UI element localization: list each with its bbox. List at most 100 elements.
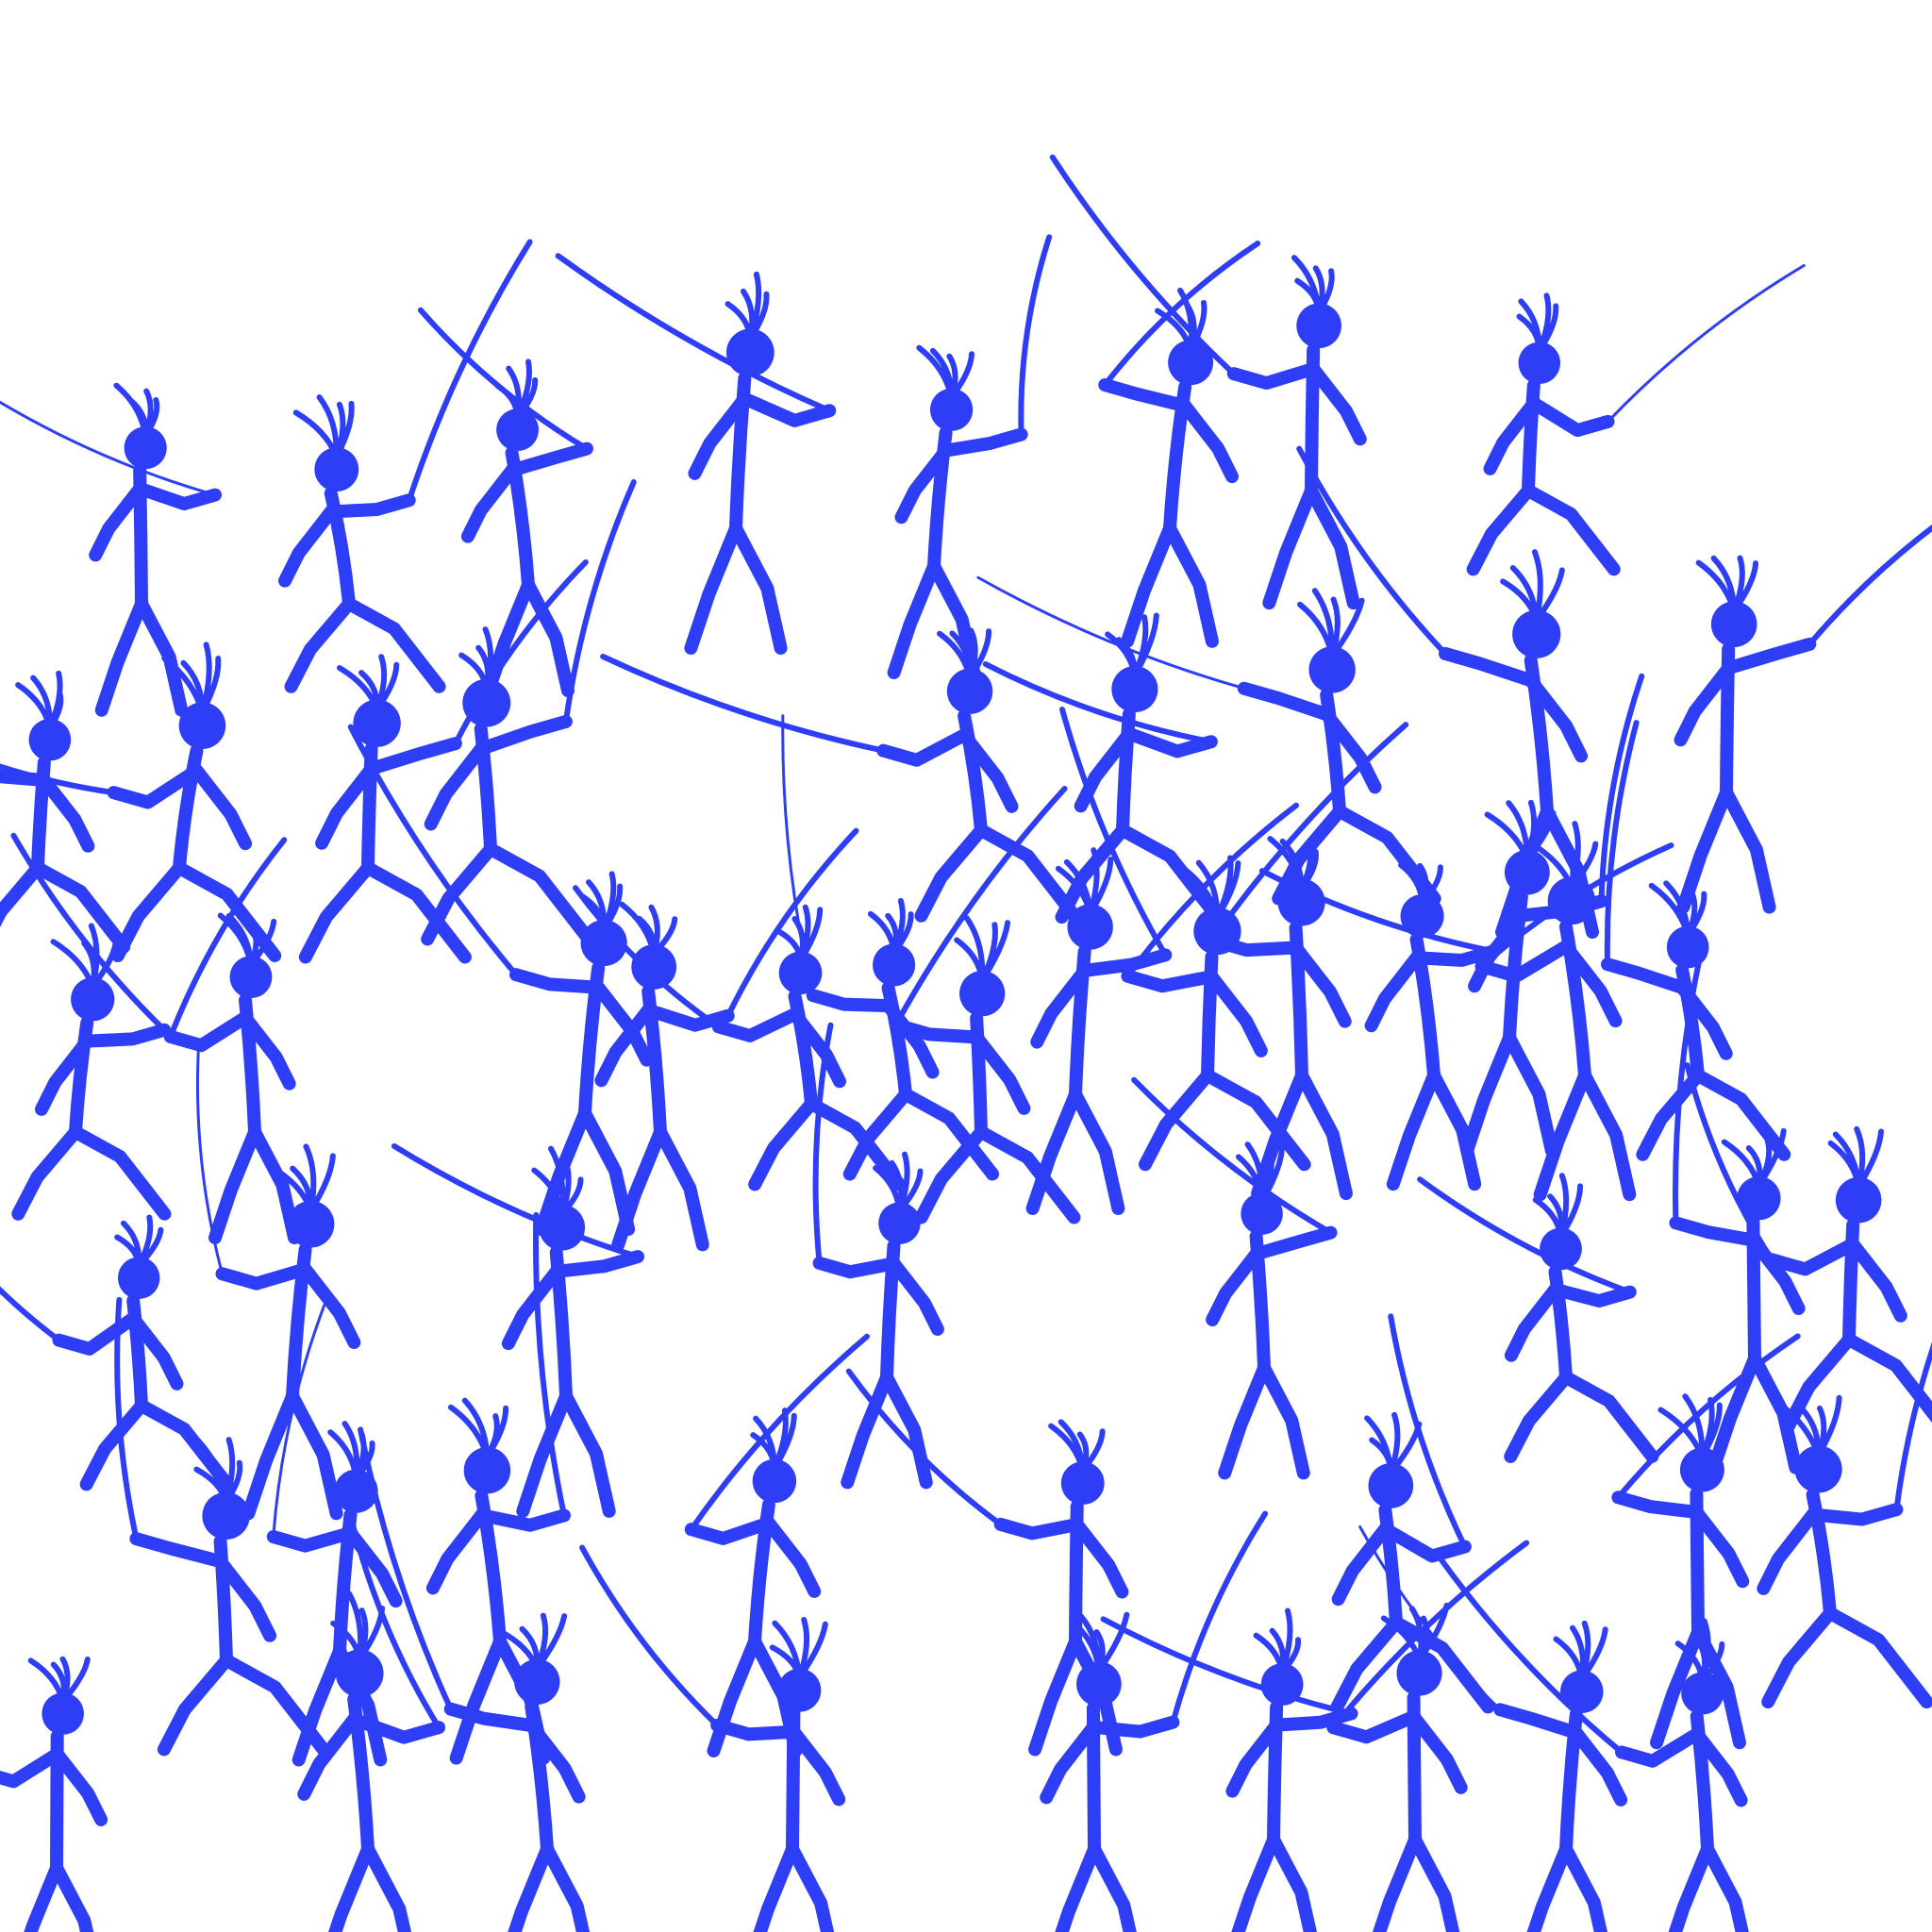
- stick-swordsman-sprite: [394, 1146, 638, 1511]
- stick-swordsman-sprite: [1420, 1175, 1652, 1457]
- sword-arm: [1244, 689, 1326, 715]
- katana: [1299, 449, 1445, 654]
- sword-arm: [557, 1257, 638, 1272]
- right-leg: [1707, 1849, 1747, 1932]
- hair: [1520, 295, 1557, 350]
- left-leg: [505, 1849, 547, 1932]
- sword-arm: [1212, 941, 1296, 950]
- left-leg: [1642, 1075, 1698, 1155]
- stick-swordsman-sprite: [1467, 676, 1641, 1151]
- stick-swordsman-sprite: [351, 727, 647, 1229]
- katana: [394, 1146, 638, 1257]
- sword-arm: [717, 1725, 793, 1735]
- sword-arm: [372, 743, 456, 769]
- left-leg: [1052, 1849, 1094, 1932]
- sword-arm: [1772, 1244, 1853, 1270]
- hair: [18, 674, 60, 727]
- sword-arm: [512, 449, 587, 471]
- hair: [1557, 1624, 1606, 1679]
- sword-arm: [946, 434, 1022, 450]
- off-arm: [306, 1269, 355, 1342]
- sword-arm: [87, 1030, 164, 1041]
- left-leg: [1373, 1840, 1415, 1932]
- off-arm: [1046, 1727, 1093, 1798]
- left-leg: [291, 604, 349, 687]
- stick-swordsman-sprite: [894, 237, 1050, 673]
- katana: [1809, 492, 1932, 644]
- off-arm: [1185, 406, 1232, 476]
- katana: [1607, 723, 1637, 964]
- sword-arm: [1675, 1223, 1753, 1240]
- left-leg: [1467, 1038, 1509, 1151]
- left-leg: [118, 868, 179, 956]
- left-leg: [1224, 1368, 1264, 1473]
- stick-swordsman-sprite: [1688, 1065, 1932, 1425]
- stick-swordsman-sprite: [421, 310, 587, 691]
- left-leg: [164, 1660, 226, 1749]
- katana: [1608, 266, 1805, 422]
- stick-swordsman-sprite: [304, 1522, 439, 1932]
- right-leg: [1302, 1075, 1346, 1193]
- right-leg: [1094, 1849, 1137, 1932]
- right-leg: [1170, 528, 1212, 641]
- left-leg: [306, 868, 368, 958]
- left-leg: [1257, 1075, 1302, 1193]
- left-leg: [87, 1406, 142, 1484]
- sword-arm: [1001, 1524, 1077, 1534]
- left-leg: [691, 528, 736, 648]
- right-leg: [292, 1396, 337, 1513]
- left-leg: [1234, 1840, 1274, 1932]
- sword-arm: [223, 1269, 306, 1283]
- left-leg: [248, 1396, 292, 1513]
- katana: [0, 1191, 58, 1340]
- off-arm: [196, 771, 245, 843]
- off-arm: [1511, 1290, 1556, 1356]
- right-leg: [585, 1113, 628, 1229]
- left-leg: [17, 1868, 57, 1932]
- hair: [451, 1401, 506, 1457]
- hair: [116, 386, 157, 436]
- left-leg: [752, 1849, 792, 1932]
- right-leg: [1264, 1368, 1304, 1473]
- left-leg: [18, 1132, 75, 1214]
- sword-arm: [1105, 385, 1185, 406]
- katana: [566, 482, 634, 722]
- stick-swordsman-sprite: [1681, 492, 1932, 908]
- right-leg: [1528, 491, 1614, 569]
- stick-swordsman-sprite: [360, 1429, 590, 1932]
- off-arm: [1372, 958, 1417, 1025]
- right-leg: [792, 1849, 833, 1932]
- katana: [1104, 1619, 1352, 1713]
- hair: [957, 918, 1008, 980]
- left-leg: [1127, 528, 1170, 641]
- sword-arm: [516, 974, 598, 988]
- stick-swordsman-sprite: [0, 1601, 101, 1932]
- sword-arm: [1085, 955, 1166, 971]
- right-leg: [547, 1849, 590, 1932]
- hair: [117, 1218, 160, 1266]
- left-leg: [922, 1132, 981, 1217]
- katana: [582, 1548, 717, 1725]
- katana: [603, 657, 883, 751]
- off-arm: [1077, 1524, 1123, 1592]
- left-leg: [427, 849, 491, 939]
- sword-arm: [136, 1539, 220, 1561]
- right-leg: [1509, 1038, 1552, 1151]
- hair: [31, 1659, 88, 1702]
- sword-arm: [1127, 976, 1211, 986]
- sword-arm: [648, 1010, 728, 1025]
- sword-arm: [744, 398, 829, 420]
- left-leg: [1269, 491, 1311, 603]
- stick-swordsman-sprite: [197, 1051, 354, 1513]
- sword-arm: [1500, 1709, 1576, 1732]
- right-leg: [1566, 1377, 1652, 1457]
- sword-arm: [1728, 644, 1809, 668]
- right-leg: [1585, 1075, 1629, 1194]
- sword-arm: [274, 1533, 351, 1546]
- sword-arm: [171, 1018, 245, 1046]
- stick-swordsman-sprite: [1333, 1543, 1526, 1932]
- right-leg: [1415, 1840, 1457, 1932]
- hair: [871, 901, 911, 953]
- right-leg: [57, 1868, 96, 1932]
